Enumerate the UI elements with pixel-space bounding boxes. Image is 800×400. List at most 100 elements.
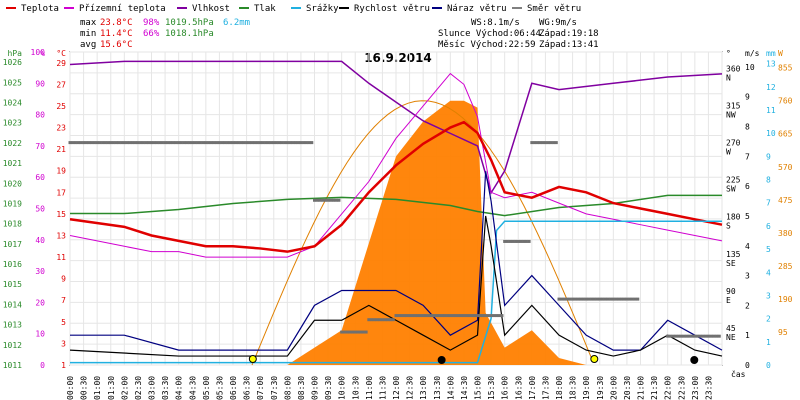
wind-dir-point (687, 334, 691, 338)
wind-dir-point (696, 334, 700, 338)
wind-dir-point (359, 330, 363, 334)
wind-dir-point (418, 314, 422, 318)
x-tick: 19:00 (582, 376, 591, 400)
wind-dir-point (397, 314, 401, 318)
axis-hpa-tick: 1012 (3, 341, 22, 350)
x-tick: 03:00 (148, 376, 157, 400)
axis-wm2-tick: 380 (778, 229, 793, 238)
wind-dir-point (285, 141, 289, 145)
series-ground-temp (69, 72, 723, 258)
wind-dir-point (152, 141, 156, 145)
wind-dir-point (427, 314, 431, 318)
x-tick: 08:30 (297, 376, 306, 400)
wind-dir-point (234, 141, 238, 145)
wind-dir-point (600, 297, 604, 301)
axis-deg-tick-dir: W (726, 148, 731, 157)
wind-dir-point (533, 141, 537, 145)
axis-wm2-tick: 855 (778, 64, 793, 73)
wind-dir-point (150, 141, 153, 145)
axis-hpa-tick: 1021 (3, 159, 22, 168)
x-tick: 22:30 (677, 376, 686, 400)
legend-label: Srážky (306, 4, 339, 14)
x-tick: 13:30 (433, 376, 442, 400)
wind-dir-point (296, 141, 300, 145)
axis-ms-tick: 3 (745, 272, 750, 281)
axis-degc-tick: 21 (56, 145, 66, 154)
axis-hpa-tick: 1016 (3, 260, 22, 269)
wind-dir-point (196, 141, 200, 145)
x-tick: 04:30 (188, 376, 197, 400)
wind-dir-point (465, 314, 469, 318)
axis-degc-tick: 13 (56, 231, 66, 240)
axis-degc-tick: 7 (61, 296, 66, 305)
axis-ms-tick: 5 (745, 212, 750, 221)
wind-dir-point (587, 297, 591, 301)
wg-text: WG:9m/s (539, 18, 577, 28)
wind-dir-point (706, 334, 710, 338)
wind-dir-point (304, 141, 308, 145)
wind-dir-point (133, 141, 137, 145)
wind-dir-point (255, 141, 259, 145)
axes: hPa1026102510241023102210211020101910181… (3, 48, 793, 400)
moonset-marker (437, 356, 446, 364)
wind-dir-point (269, 141, 273, 145)
x-tick: 06:00 (229, 376, 238, 400)
wind-dir-point (98, 141, 102, 145)
wind-dir-point (701, 334, 705, 338)
axis-deg-title: ° (726, 49, 731, 58)
wind-dir-point (505, 239, 509, 243)
axis-hpa-tick: 1018 (3, 220, 22, 229)
wind-dir-point (378, 318, 382, 322)
wind-dir-point (628, 297, 632, 301)
series-pressure (70, 194, 722, 217)
x-tick: 00:00 (66, 376, 75, 400)
x-tick: 01:30 (107, 376, 116, 400)
wind-dir-point (476, 314, 479, 318)
axis-ms-title: m/s (745, 49, 760, 58)
wind-dir-point (413, 314, 417, 318)
axis-wm2-tick: 285 (778, 262, 793, 271)
axis-ms-tick: 1 (745, 331, 750, 340)
wind-dir-point (609, 297, 613, 301)
wind-dir-point (682, 334, 686, 338)
wind-dir-point (606, 297, 610, 301)
wind-dir-point (674, 334, 678, 338)
wind-dir-point (253, 141, 257, 145)
wind-dir-point (380, 318, 384, 322)
wind-dir-point (568, 297, 572, 301)
wind-dir-point (71, 141, 75, 145)
wind-dir-point (280, 141, 284, 145)
wind-dir-point (163, 141, 167, 145)
wind-dir-point (92, 141, 96, 145)
stat-min-label: min (80, 29, 96, 39)
wind-dir-point (288, 141, 292, 145)
wind-dir-point (258, 141, 262, 145)
x-tick: 02:00 (120, 376, 129, 400)
wind-dir-point (598, 297, 602, 301)
wind-dir-point (364, 330, 368, 334)
axis-deg-tick: 135 (726, 250, 741, 259)
wind-dir-point (394, 314, 398, 318)
wind-dir-point (603, 297, 607, 301)
wind-dir-point (266, 141, 270, 145)
x-tick: 10:30 (351, 376, 360, 400)
wind-dir-point (103, 141, 107, 145)
x-tick: 18:00 (555, 376, 564, 400)
wind-dir-point (552, 141, 556, 145)
wind-dir-point (619, 297, 623, 301)
wind-dir-point (451, 314, 455, 318)
wind-dir-point (511, 239, 515, 243)
wind-dir-point (340, 330, 344, 334)
wind-dir-point (571, 297, 575, 301)
series-temperature (69, 120, 723, 253)
wind-dir-point (174, 141, 178, 145)
legend-label: Vlhkost (192, 4, 230, 14)
wind-dir-point (323, 198, 327, 202)
axis-hpa-tick: 1017 (3, 240, 22, 249)
x-tick: 03:30 (161, 376, 170, 400)
wind-dir-point (242, 141, 246, 145)
wind-dir-point (111, 141, 115, 145)
wind-dir-point (182, 141, 186, 145)
